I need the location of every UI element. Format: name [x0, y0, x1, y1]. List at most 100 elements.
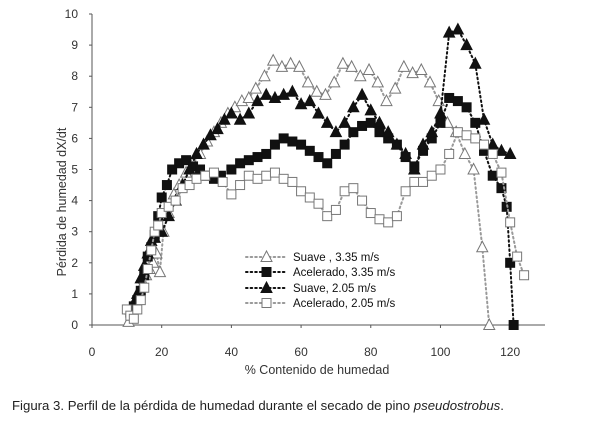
data-point: [329, 125, 343, 138]
data-point: [191, 173, 202, 184]
y-tick-label: 8: [71, 69, 78, 83]
data-point: [148, 230, 162, 243]
data-point: [251, 94, 264, 107]
data-point: [452, 127, 463, 138]
data-point: [226, 189, 237, 200]
data-point: [167, 164, 178, 175]
y-tick-label: 3: [71, 225, 78, 239]
data-point: [461, 130, 472, 141]
x-tick-label: 40: [225, 345, 239, 359]
data-point: [320, 115, 334, 128]
data-point: [132, 304, 143, 315]
data-point: [313, 198, 324, 209]
data-point: [225, 106, 238, 119]
data-point: [444, 92, 455, 103]
caption-species: pseudostrobus: [413, 398, 501, 413]
data-point: [496, 167, 507, 178]
data-point: [383, 217, 394, 228]
data-point: [261, 148, 272, 159]
x-axis-label: % Contenido de humedad: [245, 363, 390, 377]
data-point: [423, 75, 437, 88]
data-point: [278, 173, 289, 184]
series-layer: [121, 22, 530, 330]
data-point: [496, 183, 507, 194]
data-point: [512, 251, 523, 262]
data-point: [345, 59, 358, 72]
data-point: [269, 167, 280, 178]
data-point: [242, 106, 256, 119]
data-point: [505, 217, 516, 228]
y-tick-label: 10: [65, 7, 79, 21]
data-point: [339, 139, 350, 150]
data-point: [135, 295, 146, 306]
data-point: [156, 208, 167, 219]
data-point: [304, 145, 315, 156]
data-point: [301, 75, 315, 88]
data-point: [330, 204, 341, 215]
data-point: [218, 112, 231, 125]
caption-end: .: [500, 398, 504, 413]
data-point: [243, 155, 254, 166]
legend-marker: [260, 280, 273, 293]
data-point: [365, 208, 376, 219]
data-point: [259, 87, 273, 100]
data-point: [252, 152, 263, 163]
data-point: [287, 136, 298, 147]
legend-label: Suave , 3.35 m/s: [293, 252, 380, 264]
legend: Suave , 3.35 m/s Acelerado, 3.35 m/s Suave…: [245, 249, 396, 310]
data-point: [183, 162, 196, 175]
data-point: [200, 170, 211, 181]
data-point: [414, 62, 428, 75]
data-point: [487, 170, 498, 181]
caption-text: Figura 3. Perfil de la pérdida de humeda…: [12, 398, 414, 413]
moisture-loss-chart: 0 1 2 3 4 5 6 7 8 9 10 0 20 40 60 80 100 120 Pérdida de …: [55, 7, 545, 377]
y-tick-label: 7: [71, 100, 78, 114]
data-point: [284, 56, 297, 69]
data-point: [460, 38, 473, 51]
data-point: [357, 195, 368, 206]
y-tick-labels: 0 1 2 3 4 5 6 7 8 9 10: [65, 7, 79, 332]
data-point: [296, 139, 307, 150]
data-point: [170, 195, 181, 206]
legend-marker: [260, 249, 273, 262]
data-point: [390, 137, 404, 150]
data-point: [336, 56, 350, 69]
data-point: [470, 133, 481, 144]
data-point: [184, 180, 195, 191]
data-point: [374, 127, 385, 138]
data-point: [128, 313, 139, 324]
data-point: [163, 201, 174, 212]
data-point: [408, 162, 421, 175]
legend-marker: [261, 298, 272, 308]
data-point: [409, 176, 420, 187]
data-point: [371, 75, 385, 88]
series-4: [121, 127, 530, 324]
data-point: [452, 96, 463, 107]
data-point: [146, 245, 157, 256]
data-point: [365, 117, 376, 128]
data-point: [235, 180, 246, 191]
data-point: [293, 59, 306, 72]
data-point: [258, 69, 271, 82]
data-point: [400, 186, 411, 197]
data-point: [348, 127, 359, 138]
data-point: [519, 270, 530, 281]
series-2: [125, 92, 519, 330]
data-point: [312, 106, 325, 119]
chart-axes: [89, 13, 545, 328]
data-point: [153, 220, 164, 231]
data-point: [313, 152, 324, 163]
data-point: [261, 170, 272, 181]
data-point: [233, 112, 247, 125]
data-point: [252, 173, 263, 184]
data-point: [381, 125, 395, 138]
data-point: [399, 146, 412, 159]
legend-marker: [261, 267, 272, 277]
x-tick-label: 100: [430, 345, 450, 359]
y-axis-label: Pérdida de humedad dX/dt: [55, 127, 69, 276]
x-tick-label: 20: [155, 345, 169, 359]
legend-label: Acelerado, 3.35 m/s: [293, 267, 396, 279]
y-tick-label: 1: [71, 287, 78, 301]
data-point: [482, 317, 496, 330]
data-point: [458, 146, 472, 159]
